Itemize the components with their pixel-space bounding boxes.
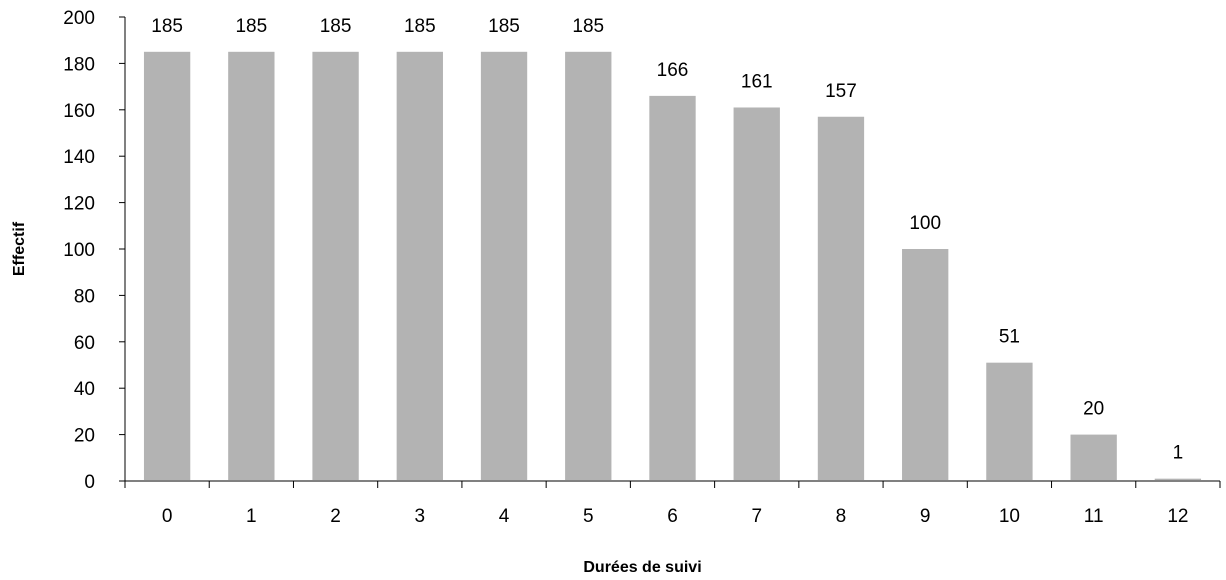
- x-tick-label: 5: [583, 506, 594, 527]
- bar: [649, 95, 696, 480]
- x-tick-label: 7: [751, 506, 762, 527]
- bar: [312, 51, 359, 481]
- bar: [143, 51, 191, 481]
- y-axis-ticks: 0 20 40 60 80 100 120 140 160 180 200: [63, 8, 125, 493]
- bar: [565, 51, 612, 481]
- x-tick-label: 12: [1167, 506, 1188, 527]
- x-tick-label: 3: [415, 506, 426, 527]
- x-tick-label: 4: [499, 506, 510, 527]
- bar-value-label: 185: [488, 16, 520, 37]
- bar-value-label: 157: [825, 81, 857, 102]
- y-tick-label: 80: [74, 286, 95, 307]
- data-labels: 185 185 185 185 185 185 166 161 157 100 51 20 1: [151, 16, 1183, 464]
- x-axis-title: Durées de suivi: [583, 559, 701, 576]
- y-tick-label: 180: [63, 54, 95, 75]
- bar: [228, 51, 275, 481]
- bar-value-label: 161: [741, 71, 773, 92]
- bar: [817, 116, 865, 480]
- y-tick-label: 140: [63, 147, 95, 168]
- bar-value-label: 185: [151, 16, 183, 37]
- bar-value-label: 20: [1083, 399, 1104, 420]
- x-tick-label: 10: [999, 506, 1020, 527]
- bar-value-label: 100: [909, 213, 941, 234]
- bar: [902, 249, 949, 480]
- bar-value-label: 51: [999, 327, 1020, 348]
- bar-value-label: 185: [404, 16, 436, 37]
- y-tick-label: 120: [63, 194, 95, 215]
- bar: [1070, 434, 1117, 480]
- bar: [396, 51, 443, 481]
- x-tick-label: 8: [836, 506, 847, 527]
- bar-value-label: 1: [1173, 443, 1184, 464]
- x-tick-label: 1: [246, 506, 257, 527]
- y-tick-label: 0: [84, 472, 95, 493]
- x-tick-label: 6: [667, 506, 678, 527]
- y-tick-label: 40: [74, 379, 95, 400]
- bars: [143, 51, 1202, 481]
- bar: [480, 51, 528, 481]
- x-tick-label: 11: [1084, 506, 1104, 527]
- x-tick-label: 0: [162, 506, 173, 527]
- y-tick-label: 160: [63, 101, 95, 122]
- bar-value-label: 185: [320, 16, 352, 37]
- bar: [1154, 478, 1202, 480]
- y-tick-label: 20: [74, 426, 95, 447]
- x-tick-label: 9: [920, 506, 931, 527]
- y-tick-label: 100: [63, 240, 95, 261]
- y-tick-label: 60: [74, 333, 95, 354]
- y-tick-label: 200: [63, 8, 95, 29]
- bar-value-label: 185: [235, 16, 267, 37]
- x-axis-ticks: 0 1 2 3 4 5 6 7 8 9 10 11 12: [124, 481, 1221, 527]
- bar: [733, 107, 780, 480]
- bar-value-label: 185: [572, 16, 604, 37]
- bar-value-label: 166: [657, 60, 689, 81]
- y-axis-title: Effectif: [11, 221, 28, 276]
- bar: [986, 362, 1033, 480]
- x-tick-label: 2: [330, 506, 341, 527]
